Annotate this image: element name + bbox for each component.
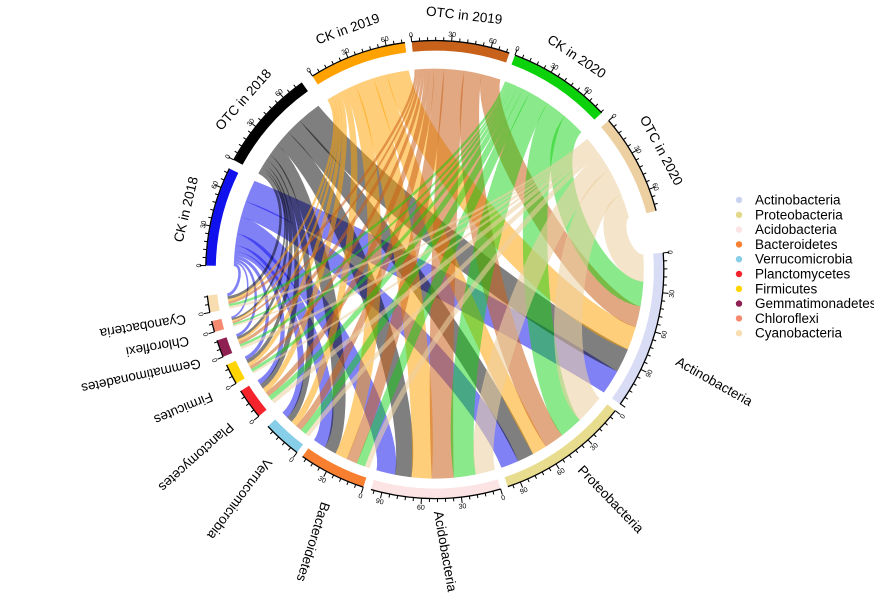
svg-text:30: 30 <box>448 31 456 39</box>
svg-text:Firmicutes: Firmicutes <box>755 281 818 296</box>
svg-text:Acidobacteria: Acidobacteria <box>755 222 837 237</box>
svg-text:Verrucomicrobia: Verrucomicrobia <box>755 252 853 267</box>
svg-text:Planctomycetes: Planctomycetes <box>755 267 851 282</box>
svg-text:Gemmatimonadetes: Gemmatimonadetes <box>755 296 874 311</box>
svg-text:Cyanobacteria: Cyanobacteria <box>755 326 843 341</box>
svg-text:Proteobacteria: Proteobacteria <box>755 207 843 222</box>
svg-text:30: 30 <box>669 290 677 299</box>
svg-text:60: 60 <box>417 504 425 511</box>
svg-text:Chloroflexi: Chloroflexi <box>755 311 819 326</box>
svg-text:0: 0 <box>666 250 673 255</box>
svg-text:0: 0 <box>196 263 203 267</box>
svg-text:30: 30 <box>458 503 467 511</box>
svg-text:0: 0 <box>409 32 414 39</box>
svg-text:Actinobacteria: Actinobacteria <box>755 193 841 208</box>
svg-text:30: 30 <box>200 220 208 229</box>
svg-text:Bacteroidetes: Bacteroidetes <box>755 237 838 252</box>
